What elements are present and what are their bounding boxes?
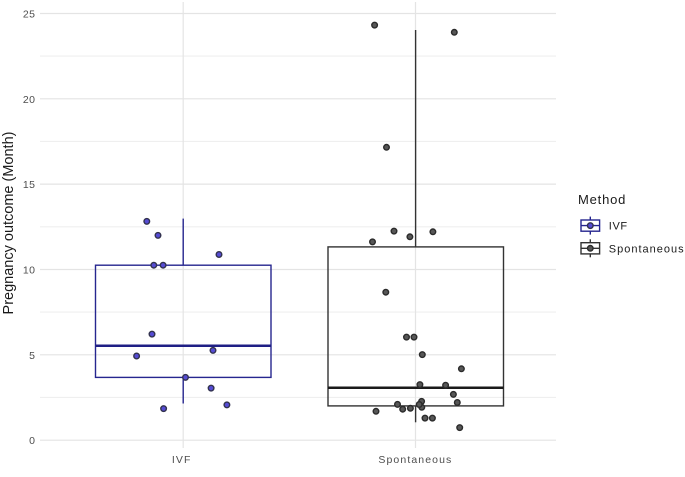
svg-text:10: 10 [23, 265, 36, 277]
svg-text:Spontaneous: Spontaneous [609, 243, 685, 255]
svg-text:25: 25 [23, 9, 36, 21]
svg-text:Pregnancy outcome (Month): Pregnancy outcome (Month) [1, 132, 17, 315]
svg-text:IVF: IVF [609, 221, 628, 233]
svg-text:Spontaneous: Spontaneous [378, 454, 452, 466]
svg-text:IVF: IVF [172, 454, 192, 466]
svg-text:20: 20 [23, 94, 36, 106]
svg-text:Method: Method [578, 192, 626, 207]
svg-text:0: 0 [29, 435, 35, 447]
svg-text:15: 15 [23, 179, 36, 191]
svg-text:5: 5 [29, 350, 35, 362]
